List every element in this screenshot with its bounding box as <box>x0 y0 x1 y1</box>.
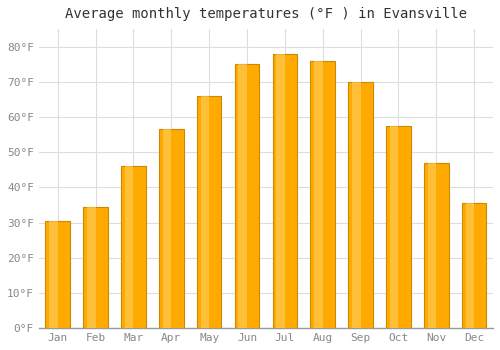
Bar <box>386 126 410 328</box>
Bar <box>84 207 108 328</box>
Bar <box>125 166 134 328</box>
Bar <box>87 207 96 328</box>
Title: Average monthly temperatures (°F ) in Evansville: Average monthly temperatures (°F ) in Ev… <box>65 7 467 21</box>
Bar <box>314 61 322 328</box>
Bar <box>352 82 360 328</box>
Bar <box>466 203 474 328</box>
Bar <box>197 96 222 328</box>
Bar <box>238 64 247 328</box>
Bar <box>390 126 398 328</box>
Bar <box>310 61 335 328</box>
Bar <box>121 166 146 328</box>
Bar <box>462 203 486 328</box>
Bar <box>200 96 209 328</box>
Bar <box>46 221 70 328</box>
Bar <box>162 130 172 328</box>
Bar <box>159 130 184 328</box>
Bar <box>348 82 373 328</box>
Bar <box>424 163 448 328</box>
Bar <box>49 221 58 328</box>
Bar <box>276 54 285 328</box>
Bar <box>272 54 297 328</box>
Bar <box>234 64 260 328</box>
Bar <box>428 163 436 328</box>
